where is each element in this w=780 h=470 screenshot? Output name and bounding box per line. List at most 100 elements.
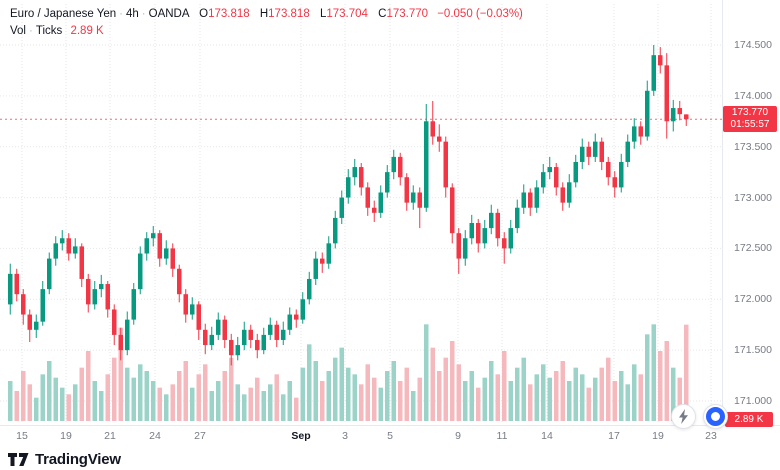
tradingview-mark-icon	[8, 453, 29, 466]
volume-bar	[131, 377, 136, 421]
volume-bar	[684, 324, 689, 421]
candle-body	[450, 187, 455, 234]
volume-bar	[625, 384, 630, 421]
candle-body	[528, 192, 533, 208]
candle-body	[14, 273, 19, 295]
candle-body	[372, 207, 377, 213]
volume-bar	[99, 391, 104, 421]
volume-bar	[430, 347, 435, 421]
volume-bar	[105, 374, 110, 421]
time-axis[interactable]: 15 19 21 24 27 Sep 3 5 9 11 14 17 19 23	[0, 428, 722, 446]
candle-body	[398, 156, 403, 178]
candle-body	[476, 223, 481, 244]
volume-bar	[541, 364, 546, 421]
high-value: 173.818	[268, 8, 310, 20]
current-price-badge: 173.770 01:55:57	[723, 106, 777, 133]
candle-body	[313, 258, 318, 279]
change-value: −0.050 (−0.03%)	[437, 8, 523, 20]
volume-bar	[79, 367, 84, 421]
blue-circle-button[interactable]	[703, 404, 728, 429]
separator-dot: ·	[119, 8, 123, 20]
vol-key: Vol	[10, 25, 26, 37]
volume-bar	[580, 374, 585, 421]
candle-body	[151, 233, 156, 239]
price-axis-label: 172.000	[734, 293, 772, 306]
volume-bar	[151, 381, 156, 421]
price-axis-label: 172.500	[734, 242, 772, 255]
lightning-icon	[679, 409, 688, 424]
time-axis-label: 11	[496, 430, 508, 442]
price-axis-label: 173.000	[734, 191, 772, 204]
volume-bar	[144, 371, 149, 421]
time-axis-label: 17	[608, 430, 620, 442]
volume-bar	[560, 361, 565, 421]
volume-bar	[138, 364, 143, 421]
candle-body	[515, 207, 520, 229]
candle-body	[463, 238, 468, 259]
time-axis-label: 24	[149, 430, 161, 442]
legend-row-volume: Vol · Ticks 2.89 K	[10, 23, 523, 40]
volume-bar	[333, 357, 338, 421]
volume-bar	[307, 344, 312, 421]
volume-bar	[677, 377, 682, 421]
volume-bar	[638, 374, 643, 421]
time-axis-label: 3	[342, 430, 348, 442]
volume-bar	[229, 357, 234, 421]
candle-body	[508, 228, 513, 249]
candle-body	[255, 339, 260, 351]
time-axis-label: 27	[194, 430, 206, 442]
candle-body	[385, 172, 390, 193]
volume-bar	[645, 334, 650, 421]
time-axis-label: 15	[16, 430, 28, 442]
candle-body	[300, 299, 305, 320]
volume-bar	[417, 377, 422, 421]
volume-bar	[612, 381, 617, 421]
price-axis[interactable]: 174.500 174.000 173.500 173.000 172.500 172.0…	[722, 0, 780, 425]
volume-bar	[359, 384, 364, 421]
volume-bar	[411, 391, 416, 421]
current-price-value: 173.770	[731, 107, 769, 119]
symbol-title[interactable]: Euro / Japanese Yen	[10, 8, 117, 20]
price-axis-label: 173.500	[734, 140, 772, 153]
candle-body	[632, 126, 637, 142]
volume-bar	[658, 351, 663, 421]
candle-body	[86, 278, 91, 305]
candle-body	[612, 177, 617, 188]
price-axis-label: 174.000	[734, 89, 772, 102]
volume-bar	[515, 367, 520, 421]
volume-bar	[664, 341, 669, 421]
volume-bar	[599, 367, 604, 421]
volume-bar	[372, 377, 377, 421]
exchange-label[interactable]: OANDA	[148, 8, 189, 20]
candle-body	[664, 65, 669, 122]
candle-body	[443, 141, 448, 188]
lightning-button[interactable]	[671, 404, 696, 429]
volume-bar	[606, 357, 611, 421]
candle-body	[684, 114, 689, 120]
volume-bar	[671, 367, 676, 421]
volume-bar	[294, 397, 299, 421]
tradingview-logo[interactable]: TradingView	[8, 451, 121, 468]
candle-body	[242, 329, 247, 346]
volume-bar	[469, 371, 474, 421]
candle-body	[404, 177, 409, 203]
candle-body	[8, 273, 13, 305]
bar-countdown: 01:55:57	[730, 119, 770, 131]
low-value: 173.704	[326, 8, 368, 20]
candle-body	[92, 289, 97, 305]
volume-bar	[274, 374, 279, 421]
candle-body	[430, 121, 435, 137]
volume-bar	[424, 324, 429, 421]
candle-body	[677, 108, 682, 115]
volume-bar	[326, 371, 331, 421]
volume-bar	[632, 364, 637, 421]
volume-bar	[313, 361, 318, 421]
interval-label[interactable]: 4h	[126, 8, 139, 20]
volume-bar	[47, 361, 52, 421]
volume-bar	[281, 394, 286, 421]
volume-bar	[235, 384, 240, 421]
candle-body	[658, 55, 663, 66]
volume-bar	[209, 391, 214, 421]
